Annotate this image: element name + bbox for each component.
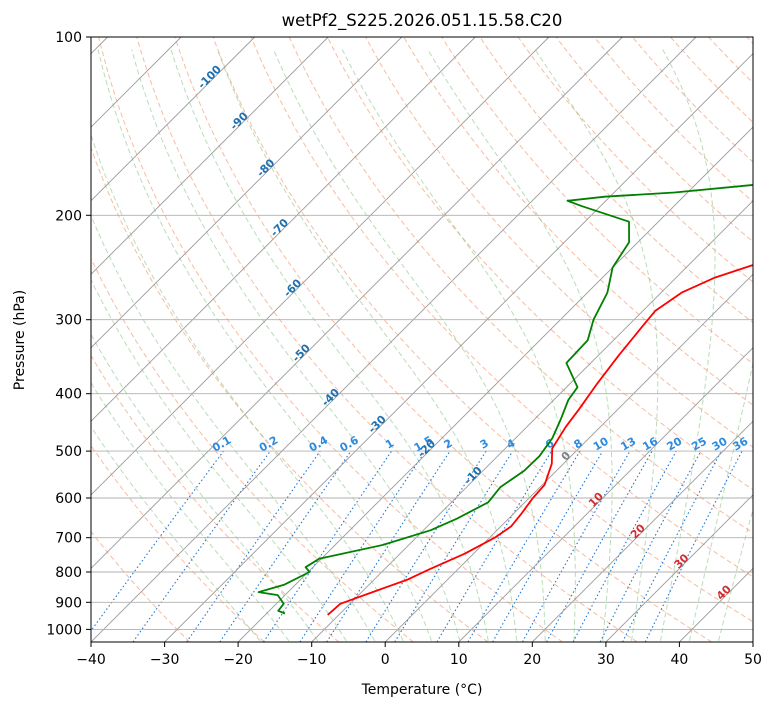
- isotherm-line-16: [531, 420, 753, 642]
- moist-adiabat-4: [91, 214, 376, 642]
- mixing-ratio-line-3: [219, 450, 352, 642]
- profile-lines: [257, 184, 753, 616]
- dry-adiabat-15: [479, 37, 753, 324]
- isotherm-line-14: [384, 273, 753, 642]
- isotherm-line-11: [164, 52, 753, 642]
- x-tick-label: 20: [523, 652, 541, 668]
- moist-adiabat-14: [660, 49, 716, 641]
- y-tick-label: 100: [55, 30, 82, 46]
- isotherm-line-19: [752, 641, 753, 642]
- mixing-ratio-line-11: [492, 450, 604, 642]
- y-tick-label: 400: [55, 387, 82, 403]
- moist-adiabat-16: [718, 507, 753, 641]
- isotherm-line-7: [91, 37, 476, 422]
- y-tick-label: 600: [55, 491, 82, 507]
- mixing-ratio-line-6: [326, 450, 451, 642]
- isotherm-line-13: [311, 200, 753, 642]
- profile-line-0: [327, 264, 753, 616]
- x-tick-label: 10: [450, 652, 468, 668]
- y-tick-label: 700: [55, 531, 82, 547]
- x-tick-label: −10: [297, 652, 327, 668]
- y-tick-label: 500: [55, 444, 82, 460]
- dry-adiabat-16: [517, 37, 753, 283]
- moist-adiabat-12: [427, 49, 613, 641]
- moist-adiabat-5: [91, 133, 404, 642]
- dry-adiabat-8: [212, 37, 753, 623]
- x-tick-label: −20: [223, 652, 253, 668]
- x-tick-label: 0: [381, 652, 390, 668]
- dry-adiabat-4: [91, 146, 489, 642]
- dry-adiabat-12: [365, 37, 753, 448]
- isotherm-line-4: [91, 37, 256, 202]
- x-tick-label: 40: [670, 652, 688, 668]
- moist-adiabat-6: [97, 49, 432, 641]
- dry-adiabat-2: [91, 354, 340, 642]
- plot-frame: [90, 36, 754, 643]
- dry-adiabat-6: [136, 37, 638, 642]
- x-tick-label: 30: [597, 652, 615, 668]
- x-axis: −40 −30 −20 −10 0 10 20 30 40 50: [76, 642, 762, 668]
- mixing-ratio-line-12: [522, 450, 631, 642]
- mixing-ratio-line-1: [132, 450, 271, 642]
- y-tick-label: 200: [55, 208, 82, 224]
- chart-title: wetPf2_S225.2026.051.15.58.C20: [282, 11, 563, 31]
- moist-adiabat-2: [91, 333, 319, 642]
- x-tick-label: −30: [150, 652, 180, 668]
- dry-adiabat-5: [98, 37, 563, 642]
- moist-adiabat-3: [91, 278, 347, 642]
- mixing-ratio-line-9: [436, 450, 552, 642]
- y-tick-label: 900: [55, 595, 82, 611]
- isotherm-line-5: [91, 37, 329, 275]
- dry-adiabat-13: [403, 37, 753, 406]
- x-tick-label: 50: [744, 652, 762, 668]
- moist-adiabat-7: [131, 49, 461, 641]
- isotherm-line-8: [91, 37, 550, 496]
- isotherm-line-9: [91, 37, 623, 570]
- isotherm-line-10: [91, 37, 697, 642]
- mixing-ratio-line-14: [572, 450, 677, 642]
- dry-adiabat-19: [632, 37, 753, 163]
- moist-adiabat-10: [273, 49, 546, 641]
- mixing-ratio-line-8: [394, 450, 514, 642]
- dry-adiabat-7: [174, 37, 712, 642]
- isotherm-line-12: [237, 126, 753, 642]
- y-axis: 100 200 300 400 500 600 700 800 900 1000: [46, 30, 91, 638]
- y-axis-label: Pressure (hPa): [12, 290, 28, 390]
- mixing-ratio-line-10: [467, 450, 581, 642]
- moist-adiabat-8: [170, 49, 489, 641]
- dry-adiabat-10: [288, 37, 753, 534]
- plot-background: [91, 37, 753, 642]
- moist-adiabat-9: [217, 49, 518, 641]
- moist-adiabat-15: [689, 360, 753, 641]
- dry-adiabat-14: [441, 37, 753, 365]
- y-tick-label: 300: [55, 313, 82, 329]
- dry-adiabat-11: [326, 37, 753, 491]
- mixing-ratio-line-0: [91, 450, 224, 632]
- x-axis-label: Temperature (°C): [361, 682, 483, 698]
- moist-adiabat-13: [534, 49, 659, 641]
- y-tick-label: 1000: [46, 622, 82, 638]
- profile-line-1: [257, 184, 753, 615]
- isotherm-line-15: [458, 347, 753, 642]
- mixing-ratio-line-7: [365, 450, 487, 642]
- isotherm-line-17: [605, 494, 753, 642]
- x-tick-label: −40: [76, 652, 106, 668]
- mixing-ratio-line-2: [186, 450, 321, 642]
- dry-adiabat-18: [593, 37, 753, 203]
- dry-adiabat-3: [91, 257, 414, 642]
- isotherm-line-6: [91, 37, 403, 349]
- y-tick-label: 800: [55, 565, 82, 581]
